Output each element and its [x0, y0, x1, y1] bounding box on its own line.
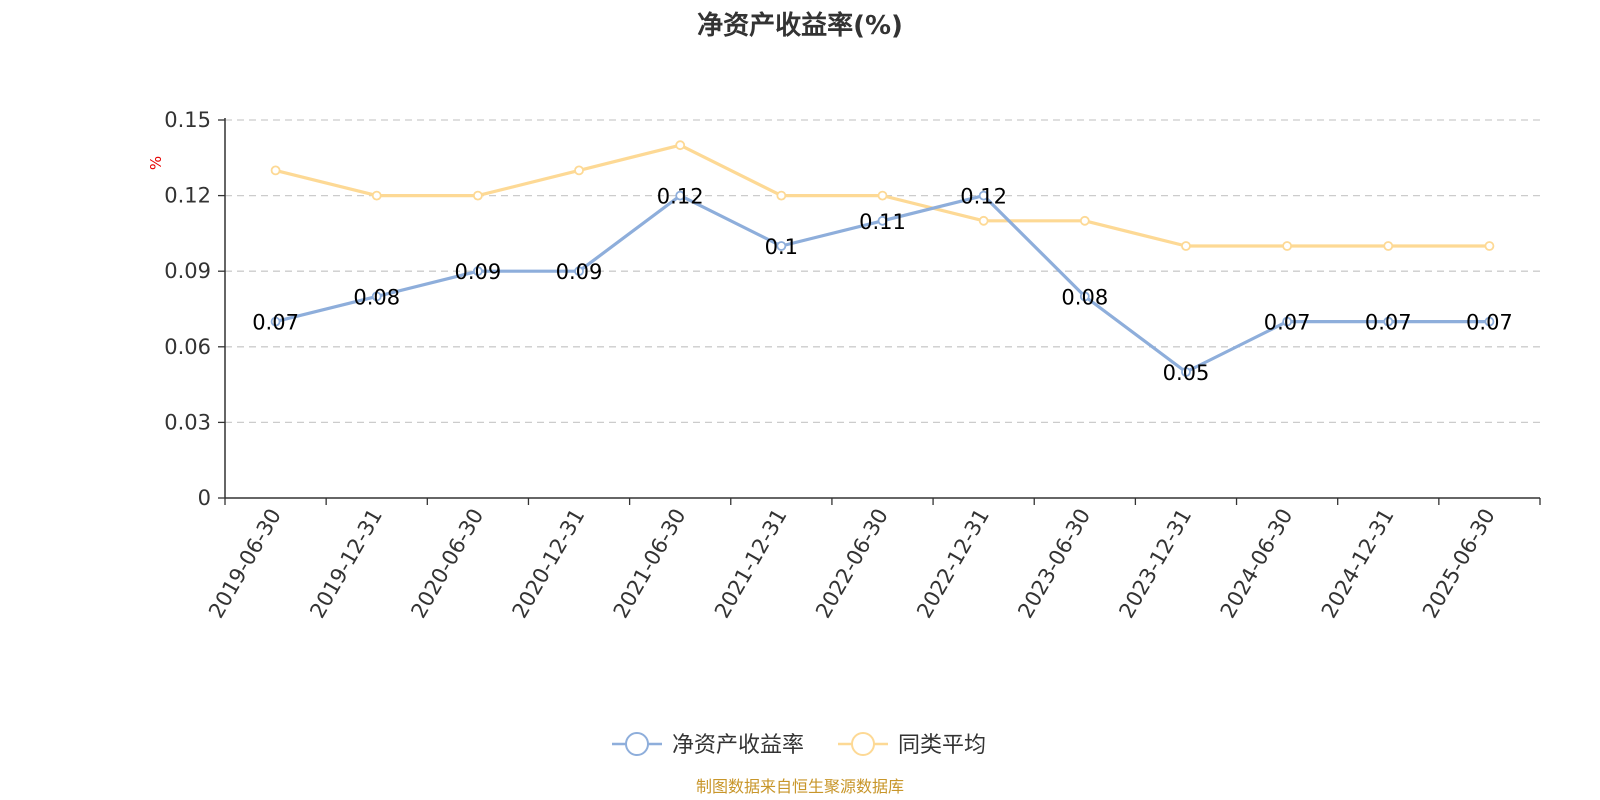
x-tick-label: 2020-06-30: [406, 505, 488, 623]
legend-marker: [625, 732, 649, 756]
data-point: [978, 215, 989, 226]
y-tick-label: 0: [198, 486, 211, 510]
data-label: 0.1: [765, 235, 798, 259]
data-point: [877, 215, 888, 226]
data-label: 0.07: [1466, 311, 1513, 335]
y-tick-label: 0.03: [164, 410, 211, 434]
x-tick-label: 2021-12-31: [710, 505, 792, 623]
x-tick-label: 2024-06-30: [1216, 505, 1298, 623]
legend-marker: [851, 732, 875, 756]
data-point: [675, 140, 686, 151]
x-tick-label: 2020-12-31: [508, 505, 590, 623]
data-point: [978, 190, 989, 201]
data-point: [472, 190, 483, 201]
x-tick-label: 2024-12-31: [1317, 505, 1399, 623]
data-point: [1484, 241, 1495, 251]
data-label: 0.09: [455, 260, 502, 284]
data-point: [1079, 291, 1090, 302]
data-label: 0.07: [1365, 311, 1412, 335]
axes: 0 0.03 0.06 0.09 0.12 0.15 2019-06-30 2019-12-3…: [164, 108, 1541, 623]
data-point: [371, 190, 382, 201]
y-tick-label: 0.12: [164, 184, 211, 208]
data-point: [1282, 316, 1293, 327]
legend-label: 同类平均: [898, 733, 986, 758]
data-point: [270, 316, 281, 327]
series-group: [270, 140, 1495, 377]
grid-lines: [225, 119, 1540, 424]
data-point: [1383, 316, 1394, 327]
data-point: [1282, 241, 1293, 251]
y-tick-label: 0.09: [164, 259, 211, 283]
data-label: 0.08: [1061, 285, 1108, 309]
data-label: 0.12: [657, 185, 704, 209]
x-tick-label: 2022-06-30: [811, 505, 893, 623]
x-tick-label: 2025-06-30: [1418, 505, 1500, 623]
source-note: 制图数据来自恒生聚源数据库: [696, 777, 904, 796]
data-point: [574, 165, 584, 176]
data-label: 0.05: [1163, 361, 1210, 385]
x-tick-label: 2019-06-30: [204, 505, 286, 623]
y-tick-label: 0.06: [164, 335, 211, 359]
data-point: [776, 190, 787, 201]
data-label: 0.11: [859, 210, 906, 234]
data-label: 0.07: [1264, 311, 1311, 335]
legend-label: 净资产收益率: [672, 733, 804, 758]
y-axis-unit-label: %: [147, 156, 165, 170]
data-point: [1181, 367, 1191, 377]
x-tick-label: 2021-06-30: [609, 505, 691, 623]
data-label: 0.08: [353, 285, 400, 309]
legend: 净资产收益率 同类平均: [612, 732, 986, 758]
data-label: 0.09: [556, 260, 603, 284]
x-tick-label: 2023-12-31: [1114, 505, 1196, 623]
chart-title: 净资产收益率(%): [697, 10, 903, 41]
data-point: [877, 190, 888, 201]
data-point: [270, 165, 281, 176]
y-tick-label: 0.15: [164, 108, 211, 132]
x-tick-label: 2023-06-30: [1013, 505, 1095, 623]
data-point: [675, 190, 686, 201]
data-point: [574, 266, 584, 277]
data-label: 0.12: [960, 185, 1007, 209]
data-point: [1079, 215, 1090, 226]
x-tick-label: 2022-12-31: [912, 504, 994, 622]
data-point: [1181, 241, 1191, 251]
data-point: [1484, 316, 1495, 327]
data-point: [1383, 241, 1394, 251]
data-labels: 0.07 0.08 0.09 0.09 0.12 0.1 0.11 0.12 0.08 0.05 0…: [252, 185, 1513, 385]
data-label: 0.07: [252, 311, 299, 335]
data-point: [776, 241, 787, 251]
data-point: [371, 291, 382, 302]
x-tick-label: 2019-12-31: [305, 505, 387, 623]
data-point: [472, 266, 483, 277]
